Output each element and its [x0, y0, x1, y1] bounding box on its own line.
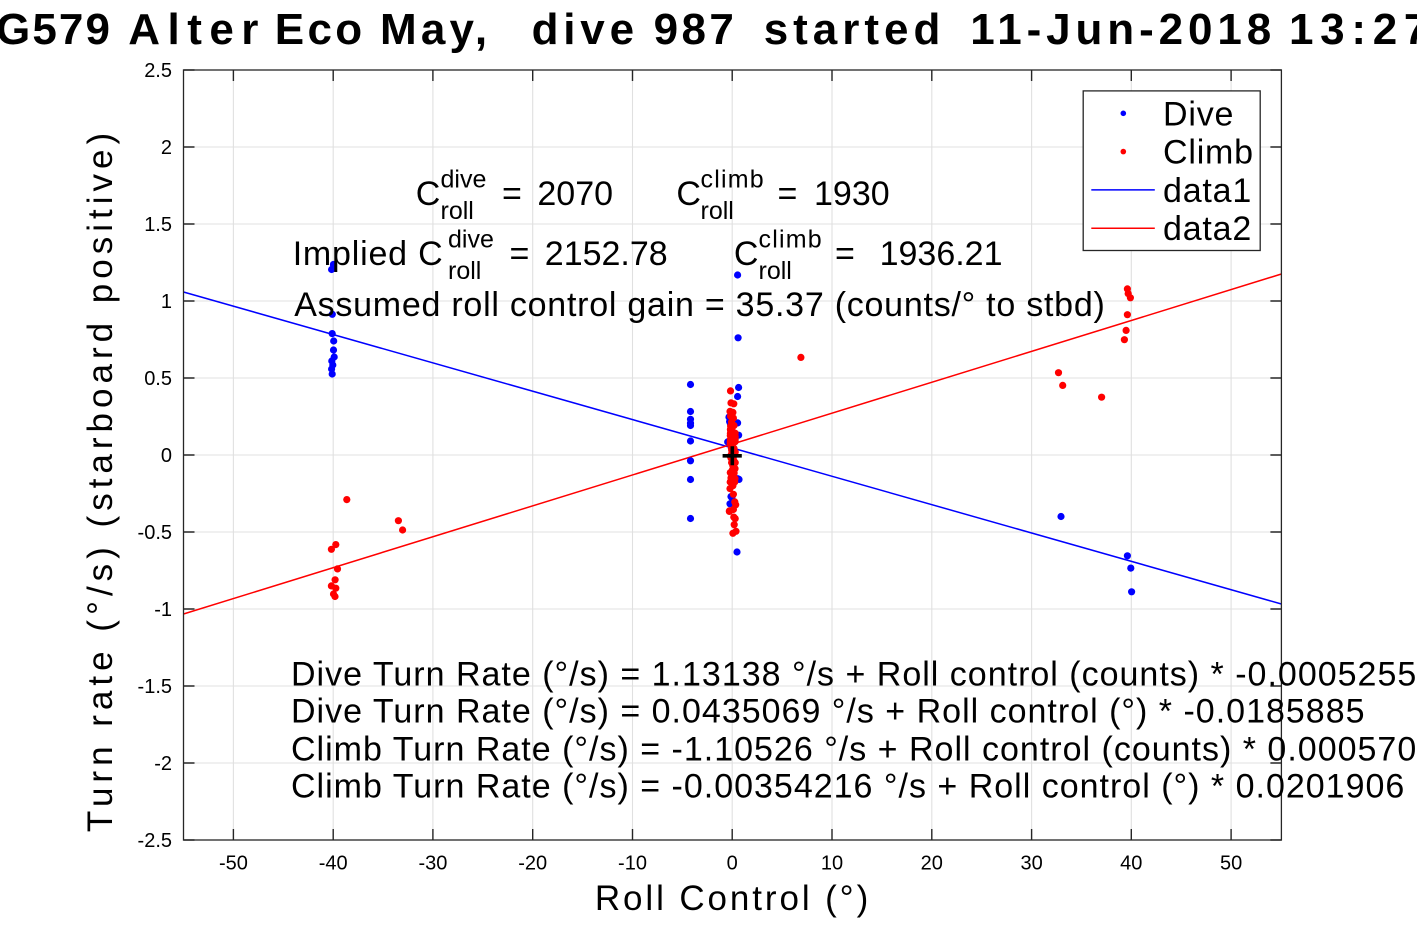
svg-text:=: = [510, 235, 530, 273]
svg-text:Implied C: Implied C [293, 235, 444, 273]
svg-text:-30: -30 [418, 853, 447, 875]
svg-text:data2: data2 [1163, 210, 1252, 248]
svg-text:-40: -40 [319, 853, 348, 875]
svg-text:40: 40 [1120, 853, 1142, 875]
svg-text:Roll Control (°): Roll Control (°) [595, 879, 871, 918]
svg-text:1.5: 1.5 [144, 214, 172, 236]
svg-text:started: started [764, 5, 946, 54]
svg-text:0.5: 0.5 [144, 368, 172, 390]
svg-text:-2: -2 [154, 753, 172, 775]
svg-text:roll: roll [701, 197, 734, 225]
svg-text:May,: May, [380, 5, 491, 54]
svg-text:Dive: Dive [1163, 95, 1234, 133]
svg-text:20: 20 [921, 853, 943, 875]
svg-text:climb: climb [701, 166, 765, 194]
svg-text:=: = [778, 175, 798, 213]
svg-text:-1: -1 [154, 599, 172, 621]
svg-text:10: 10 [821, 853, 843, 875]
svg-text:roll: roll [448, 257, 481, 285]
svg-text:-10: -10 [618, 853, 647, 875]
svg-text:-20: -20 [518, 853, 547, 875]
svg-text:-2.5: -2.5 [138, 830, 172, 852]
svg-text:Alter: Alter [128, 5, 266, 54]
svg-text:climb: climb [759, 226, 823, 254]
svg-text:-0.5: -0.5 [138, 522, 172, 544]
svg-text:data1: data1 [1163, 172, 1252, 210]
svg-text:Climb: Climb [1163, 134, 1254, 172]
svg-text:Climb Turn Rate (°/s) = -1.105: Climb Turn Rate (°/s) = -1.10526 °/s + R… [291, 730, 1417, 768]
svg-text:2152.78: 2152.78 [545, 235, 668, 273]
svg-text:C: C [416, 175, 441, 213]
svg-text:Assumed roll control gain = 35: Assumed roll control gain = 35.37 (count… [294, 286, 1105, 324]
svg-text:=: = [835, 235, 855, 273]
svg-text:roll: roll [441, 197, 474, 225]
svg-text:30: 30 [1020, 853, 1042, 875]
svg-text:2.5: 2.5 [144, 60, 172, 82]
svg-text:Eco: Eco [275, 5, 366, 54]
svg-text:2: 2 [161, 137, 172, 159]
svg-text:1930: 1930 [814, 175, 890, 213]
svg-text:11-Jun-2018: 11-Jun-2018 [970, 5, 1276, 54]
svg-text:Dive Turn Rate (°/s) = 1.13138: Dive Turn Rate (°/s) = 1.13138 °/s + Rol… [291, 656, 1417, 694]
svg-text:C: C [676, 175, 701, 213]
svg-text:roll: roll [759, 257, 792, 285]
svg-text:0: 0 [727, 853, 738, 875]
svg-text:Turn rate (°/s) (starboard pos: Turn rate (°/s) (starboard positive) [81, 128, 120, 832]
svg-text:50: 50 [1220, 853, 1242, 875]
svg-text:13:27:30: 13:27:30 [1289, 5, 1417, 54]
svg-text:1: 1 [161, 291, 172, 313]
svg-text:-1.5: -1.5 [138, 676, 172, 698]
svg-text:987: 987 [654, 5, 738, 54]
svg-text:Climb Turn Rate (°/s) = -0.003: Climb Turn Rate (°/s) = -0.00354216 °/s … [291, 767, 1405, 805]
svg-text:G579: G579 [0, 5, 112, 54]
svg-text:0: 0 [161, 445, 172, 467]
svg-text:1936.21: 1936.21 [880, 235, 1003, 273]
svg-text:C: C [734, 235, 759, 273]
svg-text:dive: dive [448, 226, 494, 254]
svg-text:2070: 2070 [537, 175, 613, 213]
svg-text:=: = [502, 175, 522, 213]
svg-text:dive: dive [532, 5, 639, 54]
svg-text:dive: dive [441, 166, 487, 194]
svg-text:Dive Turn Rate (°/s) = 0.04350: Dive Turn Rate (°/s) = 0.0435069 °/s + R… [291, 693, 1366, 731]
svg-text:-50: -50 [219, 853, 248, 875]
